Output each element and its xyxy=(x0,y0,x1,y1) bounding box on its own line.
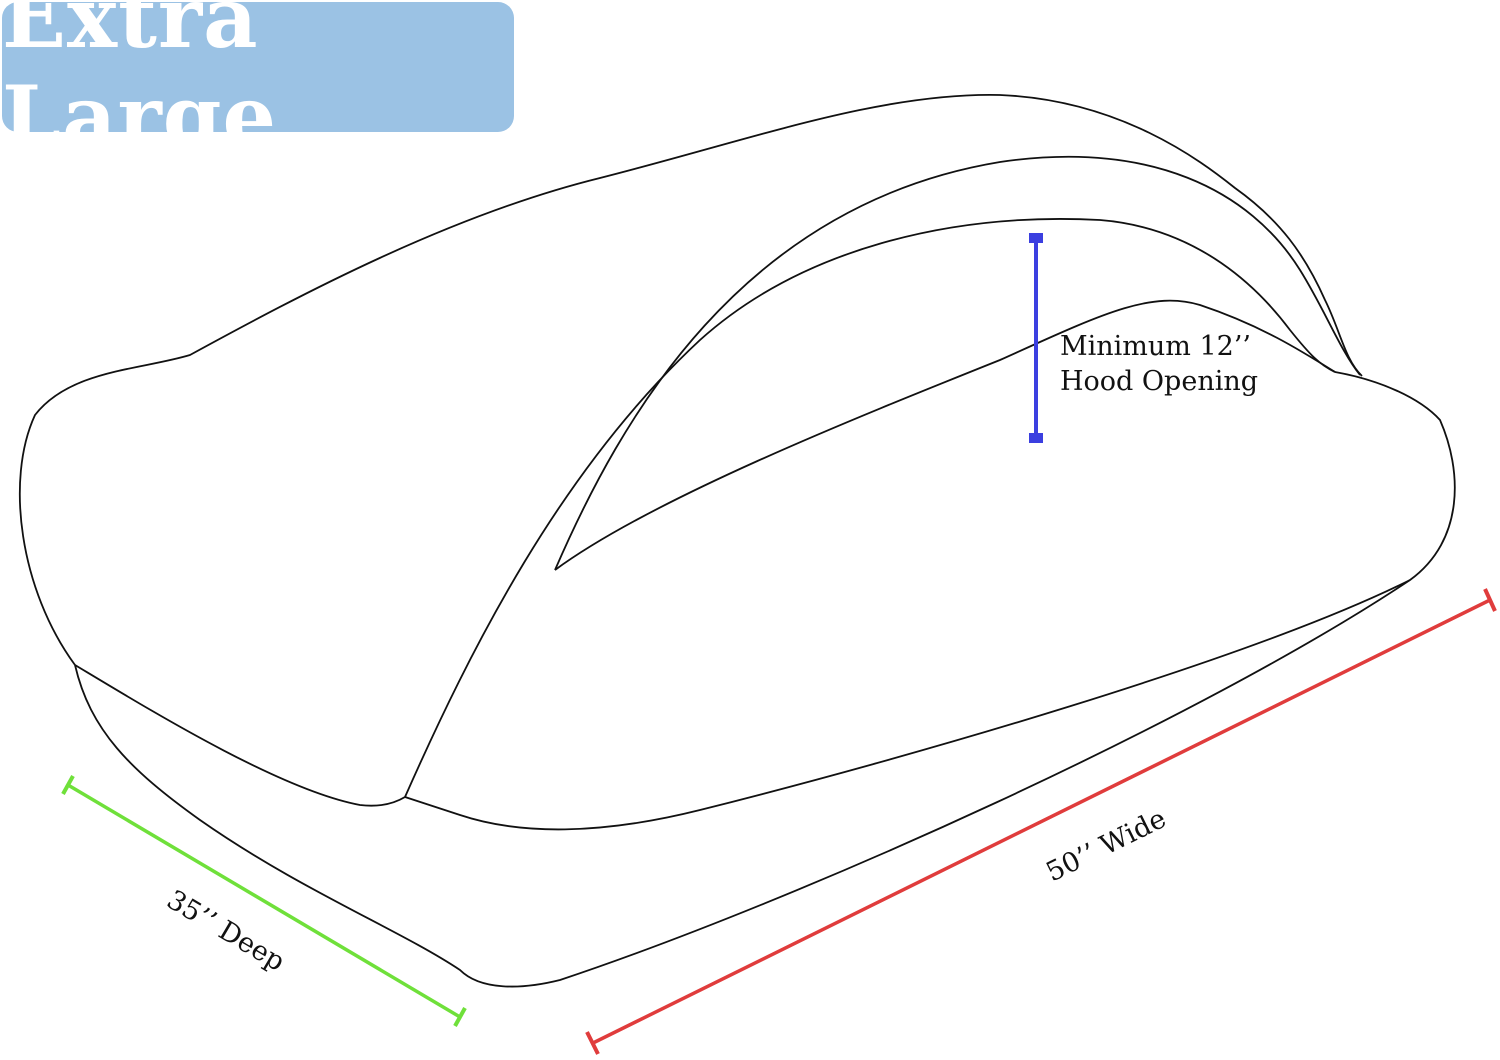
hood-floor xyxy=(554,299,1336,571)
depth-label: 35’’ Deep xyxy=(161,884,290,977)
width-label: 50’’ Wide xyxy=(1041,803,1171,888)
hood-dimension: Minimum 12’’ Hood Opening xyxy=(1029,233,1258,443)
middle-arc xyxy=(554,155,1361,571)
outer-shell xyxy=(18,94,1363,666)
inner-arc xyxy=(404,218,1336,798)
width-dimension: 50’’ Wide xyxy=(585,588,1497,1055)
front-cushion xyxy=(74,664,406,807)
depth-dimension: 35’’ Deep xyxy=(61,775,467,1027)
size-title: Extra Large xyxy=(2,0,277,166)
hood-label-line2: Hood Opening xyxy=(1060,366,1258,397)
hood-label-line1: Minimum 12’’ xyxy=(1060,331,1251,362)
base xyxy=(74,579,1411,988)
size-badge: Extra Large xyxy=(2,0,514,166)
bed-outline xyxy=(18,94,1456,988)
right-cushion xyxy=(404,371,1456,831)
